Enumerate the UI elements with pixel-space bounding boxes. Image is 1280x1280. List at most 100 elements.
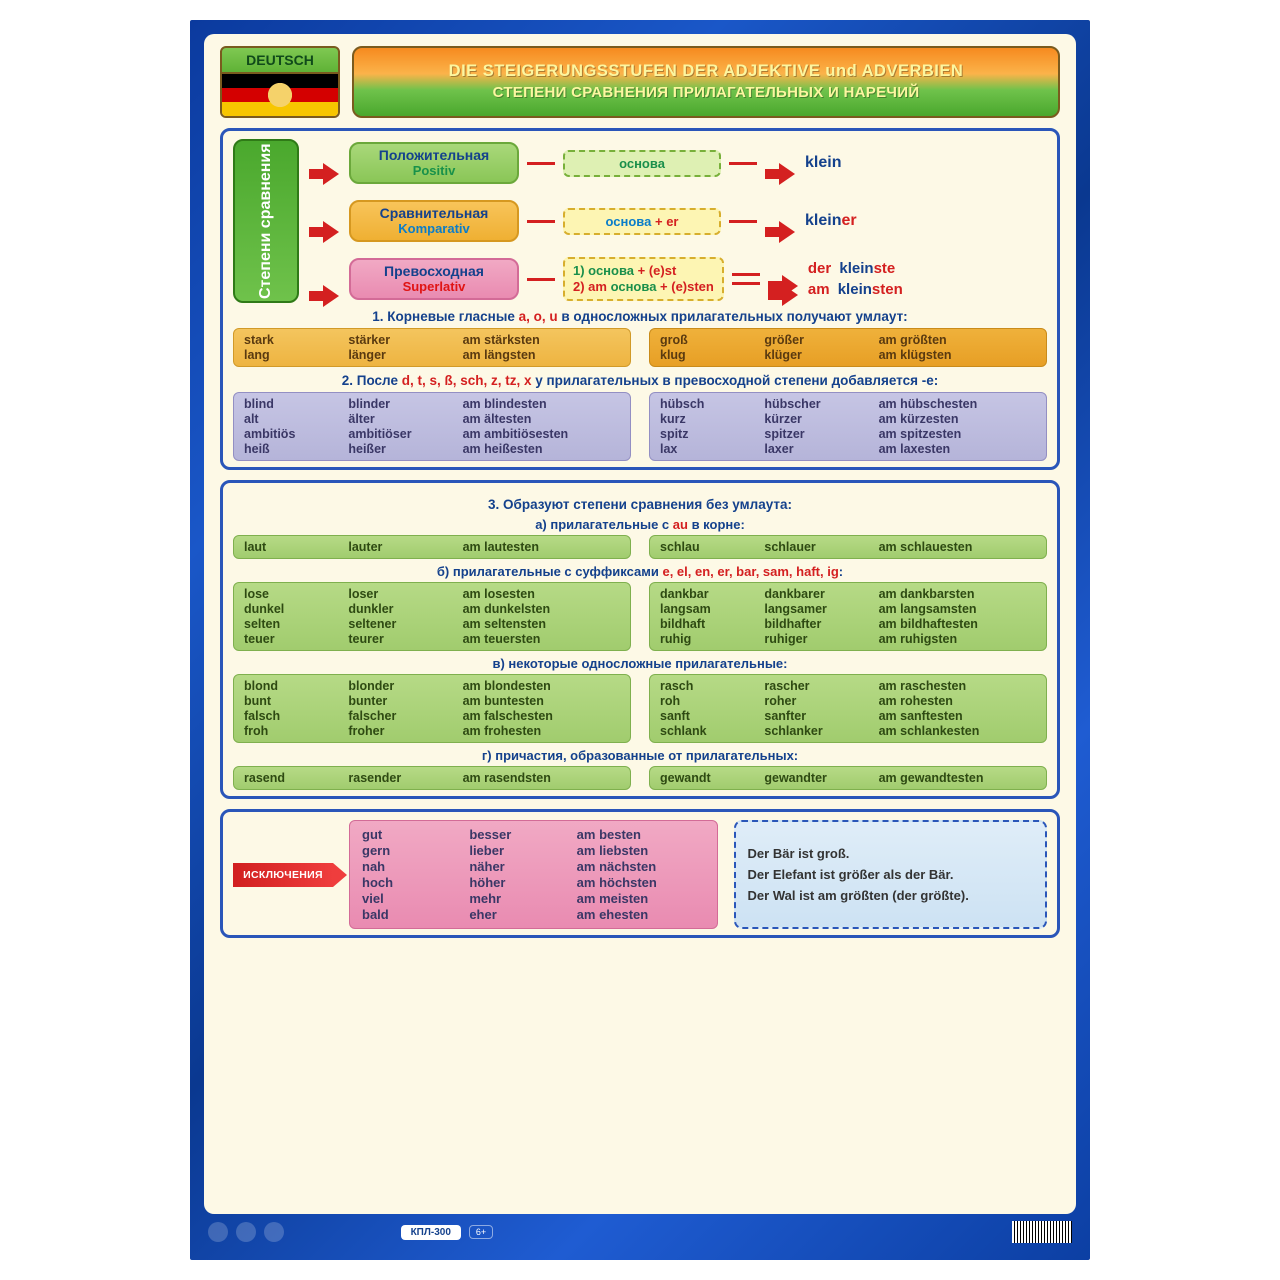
degrees-sidebar-label: Степени сравнения <box>233 139 299 303</box>
table-cell: roh <box>660 694 758 708</box>
table-cell: ambitiöser <box>348 427 456 441</box>
table-cell: am bildhaftesten <box>879 617 1036 631</box>
section3a-title: а) прилагательные с au в корне: <box>233 517 1047 532</box>
table-cell: mehr <box>469 891 560 906</box>
table-cell: am längsten <box>463 348 620 362</box>
title-banner: DIE STEIGERUNGSSTUFEN DER ADJEKTIVE und … <box>352 46 1060 118</box>
table-cell: am ältesten <box>463 412 620 426</box>
komparativ-example: kleiner <box>805 212 857 230</box>
section1-tables: starkstärkeram stärkstenlanglängeram län… <box>233 328 1047 367</box>
komparativ-box: Сравнительная Komparativ <box>349 200 519 243</box>
table-cell: am liebsten <box>577 843 705 858</box>
table-cell: am lautesten <box>463 540 620 554</box>
eagle-icon <box>266 81 294 109</box>
table-cell: dankbarer <box>764 587 872 601</box>
table-cell: falsch <box>244 709 342 723</box>
degree-row-komparativ: Сравнительная Komparativ основа + er kle… <box>309 197 1047 245</box>
table-cell: lax <box>660 442 758 456</box>
table-cell: froher <box>348 724 456 738</box>
table-cell: am rohesten <box>879 694 1036 708</box>
table: hübschhübscheram hübschestenkurzkürzeram… <box>649 392 1047 461</box>
table-cell: langsamer <box>764 602 872 616</box>
table-cell: am falschesten <box>463 709 620 723</box>
degree-row-positiv: Положительная Positiv основа klein <box>309 139 1047 187</box>
exceptions-panel: ИСКЛЮЧЕНИЯ gutbesseram bestengernliebera… <box>220 809 1060 938</box>
table-cell: gern <box>362 843 453 858</box>
table-cell: seltener <box>348 617 456 631</box>
table-cell: blinder <box>348 397 456 411</box>
section3-panel: 3. Образуют степени сравнения без умлаут… <box>220 480 1060 799</box>
table-cell: am höchsten <box>577 875 705 890</box>
table-cell: kürzer <box>764 412 872 426</box>
example-sentences: Der Bär ist groß. Der Elefant ist größer… <box>734 820 1047 929</box>
superlativ-examples: der kleinste am kleinsten <box>808 260 903 298</box>
table-cell: laut <box>244 540 342 554</box>
table-cell: sanfter <box>764 709 872 723</box>
table: blindblinderam blindestenaltälteram älte… <box>233 392 631 461</box>
table-cell: am gewandtesten <box>879 771 1036 785</box>
table-cell: viel <box>362 891 453 906</box>
table-cell: am klügsten <box>879 348 1036 362</box>
table: raschrascheram raschestenrohroheram rohe… <box>649 674 1047 743</box>
table: blondblonderam blondestenbuntbunteram bu… <box>233 674 631 743</box>
table-cell: gewandter <box>764 771 872 785</box>
section1-title: 1. Корневые гласные a, o, u в односложны… <box>233 309 1047 324</box>
table-cell: loser <box>348 587 456 601</box>
table-cell: hoch <box>362 875 453 890</box>
table-cell: eher <box>469 907 560 922</box>
table-cell: ruhig <box>660 632 758 646</box>
table-cell: am spitzesten <box>879 427 1036 441</box>
table-cell: nah <box>362 859 453 874</box>
table-cell: am schlauesten <box>879 540 1036 554</box>
poster-footer: КПЛ-300 6+ <box>204 1218 1076 1246</box>
table-cell: bunt <box>244 694 342 708</box>
publisher-logo-icon <box>208 1222 228 1242</box>
table: loseloseram losestendunkeldunkleram dunk… <box>233 582 631 651</box>
positiv-example: klein <box>805 154 841 172</box>
table-cell: bildhaft <box>660 617 758 631</box>
table-cell: am meisten <box>577 891 705 906</box>
table-cell: dunkler <box>348 602 456 616</box>
table-cell: am blindesten <box>463 397 620 411</box>
table-cell: älter <box>348 412 456 426</box>
table-cell: gut <box>362 827 453 842</box>
table-cell: stark <box>244 333 342 347</box>
header: DEUTSCH DIE STEIGERUNGSSTUFEN DER ADJEKT… <box>220 46 1060 118</box>
product-code: КПЛ-300 <box>401 1225 461 1240</box>
table-cell: am schlankesten <box>879 724 1036 738</box>
positiv-formula: основа <box>563 150 721 177</box>
table-cell: besser <box>469 827 560 842</box>
superlativ-box: Превосходная Superlativ <box>349 258 519 301</box>
table-cell: schlank <box>660 724 758 738</box>
table-cell: am stärksten <box>463 333 620 347</box>
table-cell: kurz <box>660 412 758 426</box>
table-cell: am nächsten <box>577 859 705 874</box>
table-cell: hübscher <box>764 397 872 411</box>
table-cell: am größten <box>879 333 1036 347</box>
table-cell: am ruhigsten <box>879 632 1036 646</box>
poster-frame: DEUTSCH DIE STEIGERUNGSSTUFEN DER ADJEKT… <box>190 20 1090 1260</box>
table-cell: am heißesten <box>463 442 620 456</box>
table-cell: am losesten <box>463 587 620 601</box>
table-cell: heißer <box>348 442 456 456</box>
section3c-title: в) некоторые односложные прилагательные: <box>233 656 1047 671</box>
table-cell: am langsamsten <box>879 602 1036 616</box>
table-cell: rasch <box>660 679 758 693</box>
table-cell: am frohesten <box>463 724 620 738</box>
table-cell: ruhiger <box>764 632 872 646</box>
table-cell: laxer <box>764 442 872 456</box>
table-cell: bildhafter <box>764 617 872 631</box>
section2-title: 2. После d, t, s, ß, sch, z, tz, x у при… <box>233 373 1047 388</box>
table-cell: größer <box>764 333 872 347</box>
table-cell: am buntesten <box>463 694 620 708</box>
table-cell: am kürzesten <box>879 412 1036 426</box>
table-cell: alt <box>244 412 342 426</box>
table-cell: am seltensten <box>463 617 620 631</box>
degrees-panel: Степени сравнения Положительная Positiv … <box>220 128 1060 470</box>
table-cell: am ehesten <box>577 907 705 922</box>
positiv-box: Положительная Positiv <box>349 142 519 185</box>
table-cell: dunkel <box>244 602 342 616</box>
table-cell: falscher <box>348 709 456 723</box>
table-cell: am blondesten <box>463 679 620 693</box>
table-cell: näher <box>469 859 560 874</box>
